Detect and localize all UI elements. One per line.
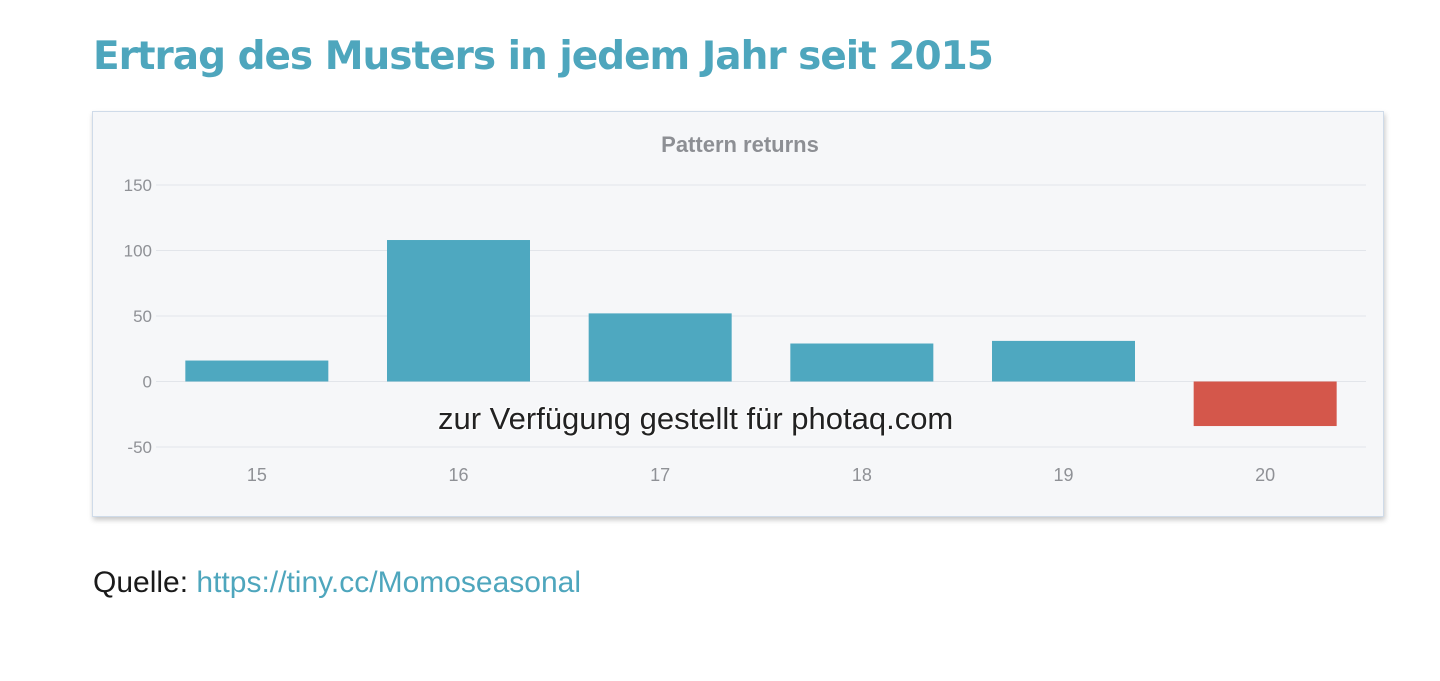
x-tick-label: 15 <box>247 465 267 485</box>
bar-15[interactable] <box>185 360 329 382</box>
source-link[interactable]: https://tiny.cc/Momoseasonal <box>196 566 582 599</box>
y-tick-label: 0 <box>143 373 152 392</box>
bar-19[interactable] <box>992 340 1135 382</box>
bar-chart: Pattern returns 150 100 50 0 -50 15 16 17 18 19 2… <box>124 132 1366 485</box>
x-tick-label: 18 <box>852 465 872 485</box>
chart-title: Pattern returns <box>661 132 819 157</box>
x-tick-label: 19 <box>1053 465 1073 485</box>
bar-17[interactable] <box>588 313 732 382</box>
source-line: Quelle: https://tiny.cc/Momoseasonal <box>93 566 581 600</box>
x-axis: 15 16 17 18 19 20 <box>247 465 1275 485</box>
grid-layer: 150 100 50 0 -50 <box>124 176 1366 457</box>
x-tick-label: 17 <box>650 465 670 485</box>
bar-layer <box>185 240 1337 427</box>
y-tick-label: 100 <box>124 242 152 261</box>
y-tick-label: -50 <box>127 438 152 457</box>
y-tick-label: 150 <box>124 176 152 195</box>
y-tick-label: 50 <box>133 307 152 326</box>
watermark: zur Verfügung gestellt für photaq.com <box>438 401 954 436</box>
x-tick-label: 20 <box>1255 465 1275 485</box>
chart-card: Pattern returns 150 100 50 0 -50 15 16 17 18 19 2… <box>92 111 1384 517</box>
bar-18[interactable] <box>790 343 934 382</box>
page-headline: Ertrag des Musters in jedem Jahr seit 20… <box>93 34 994 79</box>
bar-20[interactable] <box>1193 381 1337 427</box>
source-label: Quelle: <box>93 566 189 599</box>
bar-16[interactable] <box>387 240 530 382</box>
x-tick-label: 16 <box>448 465 468 485</box>
